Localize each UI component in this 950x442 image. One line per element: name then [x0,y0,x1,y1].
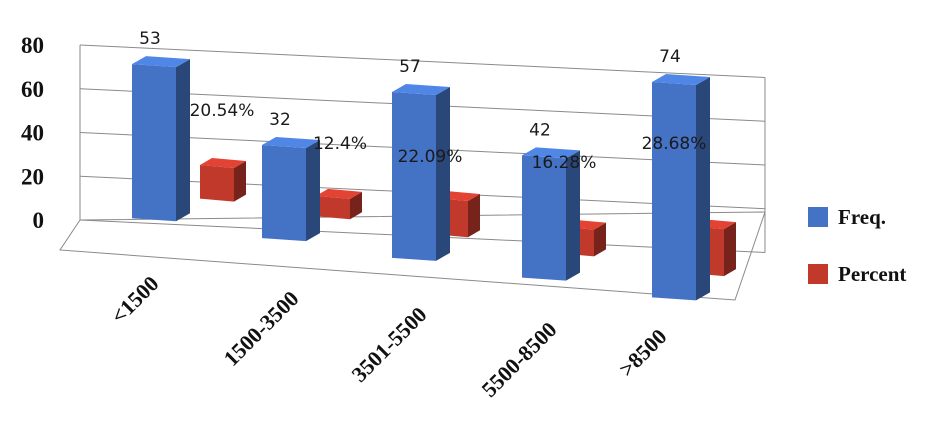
data-label-freq: 74 [659,47,681,67]
bar-freq-4-top [652,74,710,86]
y-tick-label: 60 [21,77,44,102]
x-category-label: <1500 [106,271,164,329]
bar-freq-4 [652,74,710,301]
bar-freq-1-front [262,144,306,242]
y-axis-ticks: 0 20 40 60 80 [21,33,44,233]
bar-percent-0-top [200,157,246,168]
bar-freq-1 [262,136,320,242]
legend-swatch-percent [808,264,828,284]
bar-freq-0-top [132,56,190,68]
bar-percent-1-side [350,191,362,220]
legend-item-percent: Percent [808,262,906,286]
data-label-percent: 12.4% [313,134,367,154]
x-category-label: >8500 [614,324,672,382]
x-axis-categories: <1500 1500-3500 3501-5500 5500-8500 >8500 [106,271,672,402]
data-label-percent: 28.68% [642,134,707,154]
bar-freq-2 [392,83,450,261]
data-label-freq: 53 [139,29,161,49]
legend-label-freq: Freq. [838,205,886,229]
bar-percent-4-side [724,222,736,277]
bar-freq-1-top [262,136,320,148]
legend-swatch-freq [808,207,828,227]
bar-freq-3-side [566,150,580,281]
data-label-freq: 32 [269,110,291,130]
data-label-percent: 20.54% [190,101,255,121]
bar-percent-3-side [594,222,606,257]
bar-freq-3-front [522,155,566,281]
bar-freq-3-top [522,147,580,159]
x-category-label: 1500-3500 [218,286,303,371]
bar-freq-0 [132,56,190,222]
bar-freq-0-side [176,59,190,222]
y-tick-label: 80 [21,33,44,58]
bar-freq-1-side [306,139,320,242]
bars [132,56,736,301]
data-label-freq: 42 [529,120,551,140]
bar-freq-4-side [696,77,710,301]
data-label-percent: 16.28% [532,153,597,173]
bar-freq-2-top [392,83,450,95]
x-category-label: 5500-8500 [476,317,561,402]
data-label-freq: 57 [399,57,421,77]
bar-freq-2-front [392,91,436,261]
y-tick-label: 20 [21,164,44,189]
bar-freq-3 [522,147,580,281]
bar-freq-2-side [436,86,450,261]
x-category-label: 3501-5500 [346,302,431,387]
data-labels: 53 32 57 42 74 20.54% 12.4% 22.09% 16.28% 28.68% [139,29,706,173]
bar-percent-1-front [316,195,350,220]
gridline [79,44,766,78]
bar-percent-1 [316,188,362,220]
y-tick-label: 0 [33,208,45,233]
legend-label-percent: Percent [838,262,906,286]
bar-percent-0 [200,157,246,202]
bar-percent-1-top [316,188,362,199]
legend: Freq. Percent [808,205,906,286]
bar-percent-0-front [200,164,234,202]
data-label-percent: 22.09% [398,147,463,167]
bar-freq-0-front [132,64,176,222]
y-tick-label: 40 [21,121,44,146]
legend-item-freq: Freq. [808,205,886,229]
bar-percent-0-side [234,160,246,202]
bar-freq-4-front [652,82,696,301]
bar-percent-2-side [468,193,480,238]
